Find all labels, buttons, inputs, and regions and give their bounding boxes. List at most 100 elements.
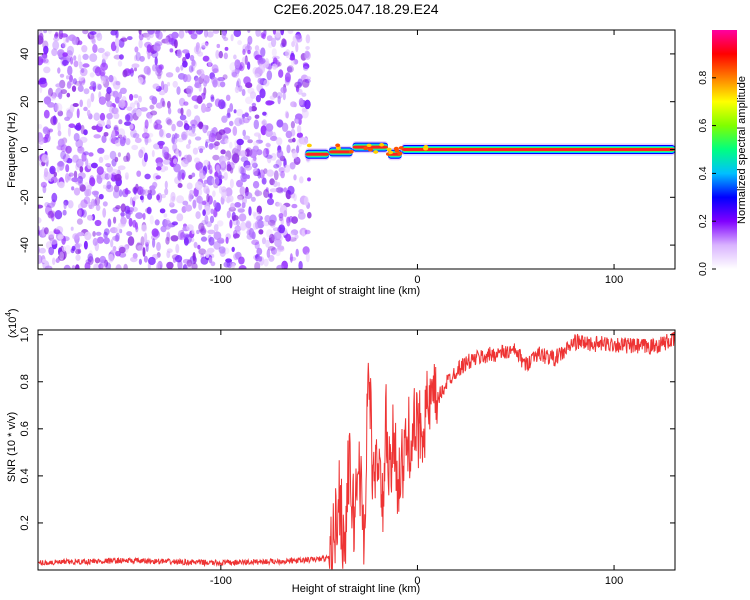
- spectrogram-noise-speck: [213, 181, 219, 189]
- spectrogram-noise-speck: [276, 137, 283, 146]
- spectrogram-noise-speck: [88, 201, 95, 210]
- spectrogram-noise-speck: [258, 229, 264, 235]
- spectrogram-noise-speck: [256, 149, 263, 156]
- spectrogram-noise-speck: [93, 134, 101, 139]
- spectrogram-noise-speck: [57, 110, 64, 117]
- spectrogram-noise-speck: [72, 154, 79, 163]
- spectrogram-noise-speck: [280, 86, 288, 94]
- spectrogram-noise-speck: [232, 229, 238, 240]
- spectrogram-noise-speck: [199, 148, 204, 154]
- spectrogram-noise-speck: [226, 112, 231, 119]
- spectrogram-noise-speck: [251, 158, 257, 168]
- spectrogram-noise-speck: [110, 249, 117, 254]
- spectrogram-x-ticks: -100 0 100: [210, 30, 623, 286]
- spectrogram-noise-speck: [241, 167, 246, 176]
- spectrogram-noise-speck: [246, 233, 254, 240]
- spectrogram-noise-speck: [51, 212, 55, 222]
- spectrogram-noise-speck: [304, 50, 310, 59]
- spectrogram-noise-speck: [89, 72, 95, 78]
- spectrogram-noise-speck: [195, 30, 204, 35]
- spectrogram-noise-speck: [154, 56, 158, 66]
- spectrogram-noise-speck: [124, 121, 132, 126]
- spectrogram-noise-speck: [265, 154, 273, 159]
- spectrogram-noise-speck: [124, 114, 131, 122]
- snr-x-tick-label: 0: [414, 575, 420, 587]
- spectrogram-noise-speck: [39, 247, 46, 254]
- spectrogram-noise-speck: [209, 165, 213, 175]
- spectrogram-noise-speck: [295, 42, 299, 53]
- spectrogram-noise-speck: [64, 37, 70, 43]
- spectrogram-noise-speck: [188, 139, 192, 145]
- spectrogram-noise-speck: [113, 112, 120, 120]
- spectrogram-noise-speck: [103, 259, 109, 268]
- spectrogram-noise-speck: [149, 215, 154, 225]
- spectrogram-noise-speck: [266, 70, 273, 81]
- spectrogram-noise-speck: [57, 130, 62, 137]
- spectrogram-y-tick-label: -40: [19, 237, 31, 253]
- spectrogram-noise-speck: [211, 76, 218, 85]
- spectrogram-noise-speck: [142, 132, 150, 139]
- spectrogram-noise-speck: [255, 94, 261, 103]
- spectrogram-noise-speck: [307, 177, 311, 182]
- spectrogram-noise-speck: [114, 173, 122, 182]
- spectrogram-noise-speck: [262, 33, 266, 40]
- spectrogram-noise-speck: [73, 187, 81, 196]
- spectrogram-noise-speck: [251, 239, 260, 246]
- spectrogram-noise-speck: [219, 249, 226, 257]
- spectrogram-noise-speck: [202, 209, 206, 217]
- spectrogram-noise-speck: [106, 181, 112, 190]
- spectrogram-noise-speck: [237, 195, 243, 202]
- spectrogram-noise-speck: [268, 42, 273, 49]
- spectrogram-noise-speck: [297, 212, 306, 220]
- spectrogram-x-tick-label: 100: [605, 274, 623, 286]
- spectrogram-noise-speck: [285, 49, 291, 59]
- spectrogram-noise-speck: [49, 234, 54, 239]
- spectrogram-noise-speck: [243, 135, 251, 140]
- spectrogram-noise-speck: [152, 181, 158, 188]
- spectrogram-noise-speck: [123, 263, 128, 269]
- spectrogram-noise-speck: [94, 219, 102, 227]
- spectrogram-noise-speck: [196, 229, 200, 235]
- spectrogram-noise-speck: [271, 37, 277, 48]
- spectrogram-noise-speck: [213, 241, 221, 250]
- spectrogram-noise-speck: [247, 35, 253, 45]
- spectrogram-noise-speck: [198, 121, 203, 130]
- spectrogram-noise-speck: [297, 88, 303, 95]
- spectrogram-noise-speck: [156, 194, 161, 201]
- snr-scale-prefix: (x10: [7, 317, 19, 338]
- spectrogram-noise-speck: [265, 239, 270, 248]
- spectrogram-noise-speck: [201, 200, 207, 206]
- spectrogram-noise-speck: [39, 78, 47, 85]
- spectrogram-noise-speck: [185, 74, 192, 83]
- spectrogram-noise-speck: [296, 132, 303, 138]
- spectrogram-noise-speck: [270, 135, 278, 142]
- spectrogram-noise-speck: [166, 261, 174, 269]
- spectrogram-noise-speck: [117, 152, 121, 158]
- spectrogram-noise-speck: [294, 234, 299, 240]
- spectrogram-noise-speck: [179, 114, 187, 121]
- spectrogram-noise-speck: [198, 222, 205, 232]
- spectrogram-noise-speck: [102, 207, 107, 218]
- spectrogram-noise-speck: [254, 45, 260, 51]
- spectrogram-noise-speck: [86, 109, 91, 117]
- spectrogram-noise-speck: [250, 196, 256, 202]
- spectrogram-noise-speck: [79, 99, 83, 108]
- spectrogram-signal-line: [305, 141, 675, 161]
- spectrogram-noise-speck: [62, 209, 67, 216]
- spectrogram-noise-speck: [252, 180, 260, 189]
- spectrogram-signal-peak: [367, 147, 373, 152]
- spectrogram-noise-speck: [244, 112, 250, 118]
- spectrogram-noise-speck: [123, 135, 127, 141]
- spectrogram-signal-peak: [366, 143, 372, 148]
- spectrogram-noise-speck: [274, 238, 282, 248]
- spectrogram-noise-speck: [263, 258, 269, 267]
- spectrogram-noise-speck: [147, 52, 151, 60]
- spectrogram-noise-speck: [93, 263, 100, 269]
- spectrogram-noise-speck: [155, 119, 162, 125]
- spectrogram-noise-speck: [74, 243, 82, 248]
- spectrogram-noise-speck: [79, 166, 84, 173]
- spectrogram-noise-speck: [233, 145, 242, 153]
- spectrogram-noise-speck: [219, 81, 226, 88]
- spectrogram-noise-speck: [200, 236, 208, 242]
